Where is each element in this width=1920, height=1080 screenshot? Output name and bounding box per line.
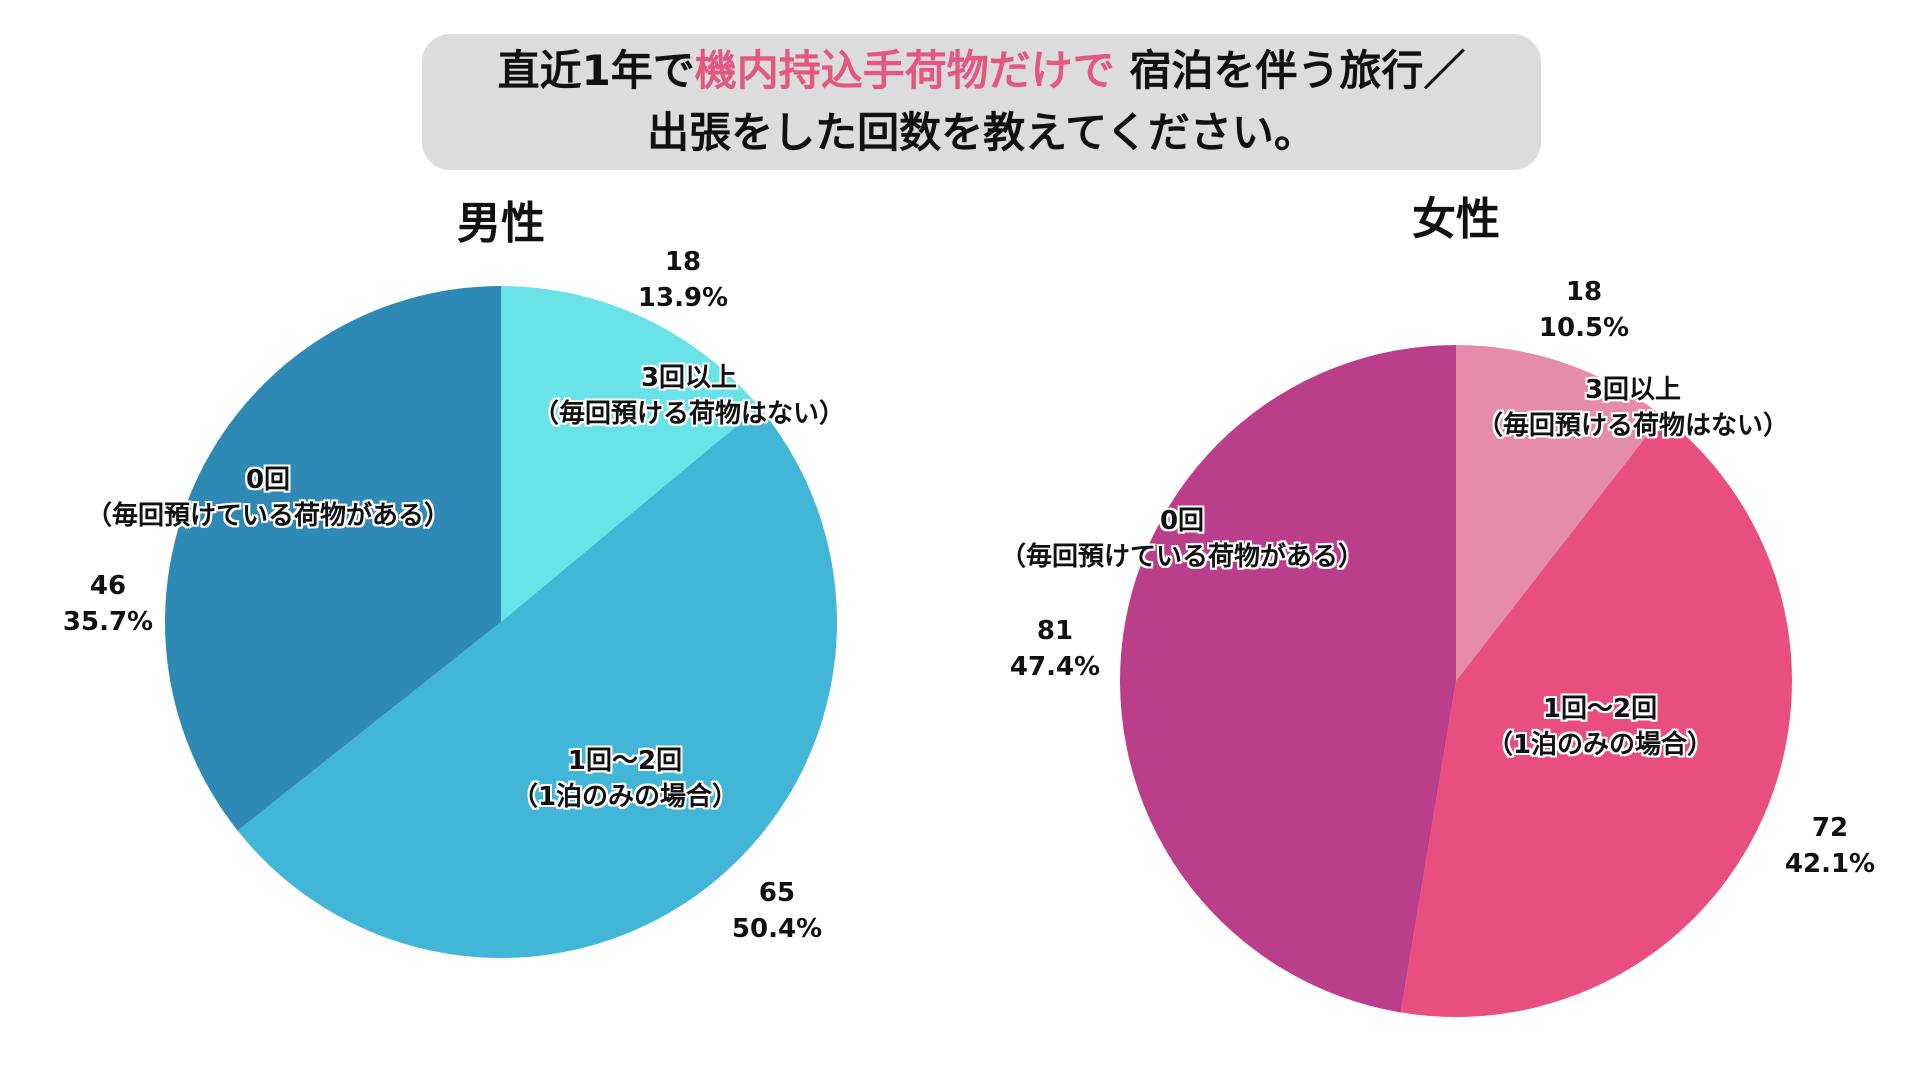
title-line-1: 直近1年で機内持込手荷物だけで 宿泊を伴う旅行／	[498, 40, 1466, 102]
men-value-label-0: 18 13.9%	[637, 247, 729, 313]
women-category-label-1: 1回〜2回 （1泊のみの場合）	[1486, 694, 1714, 760]
women-value-label-1: 72 42.1%	[1784, 813, 1876, 879]
women-pie-slice-2	[1119, 345, 1456, 1013]
men-chart-title: 男性	[457, 198, 545, 249]
men-pie-slice-0	[501, 286, 760, 622]
women-chart-title: 女性	[1412, 194, 1500, 245]
chart-title-box: 直近1年で機内持込手荷物だけで 宿泊を伴う旅行／ 出張をした回数を教えてください…	[422, 34, 1541, 170]
women-pie-slice-0	[1456, 345, 1663, 681]
women-pie-slice-1	[1400, 415, 1792, 1018]
title-text: 直近1年で	[497, 46, 695, 95]
title-text: 宿泊を伴う旅行／	[1114, 46, 1466, 95]
title-highlight: 機内持込手荷物だけで	[694, 46, 1115, 95]
women-value-label-0: 18 10.5%	[1538, 277, 1630, 343]
title-line-2: 出張をした回数を教えてください。	[647, 108, 1316, 157]
men-category-label-1: 1回〜2回 （1泊のみの場合）	[511, 746, 739, 812]
women-category-label-0: 3回以上 （毎回預ける荷物はない）	[1476, 375, 1790, 441]
men-pie-slice-1	[237, 407, 837, 958]
men-value-label-1: 65 50.4%	[731, 878, 823, 944]
men-pie-slice-2	[165, 286, 501, 831]
women-category-label-2: 0回 （毎回預けている荷物がある）	[999, 506, 1365, 572]
men-category-label-2: 0回 （毎回預けている荷物がある）	[85, 465, 451, 531]
men-value-label-2: 46 35.7%	[62, 571, 154, 637]
women-value-label-2: 81 47.4%	[1009, 616, 1101, 682]
men-category-label-0: 3回以上 （毎回預ける荷物はない）	[532, 363, 846, 429]
